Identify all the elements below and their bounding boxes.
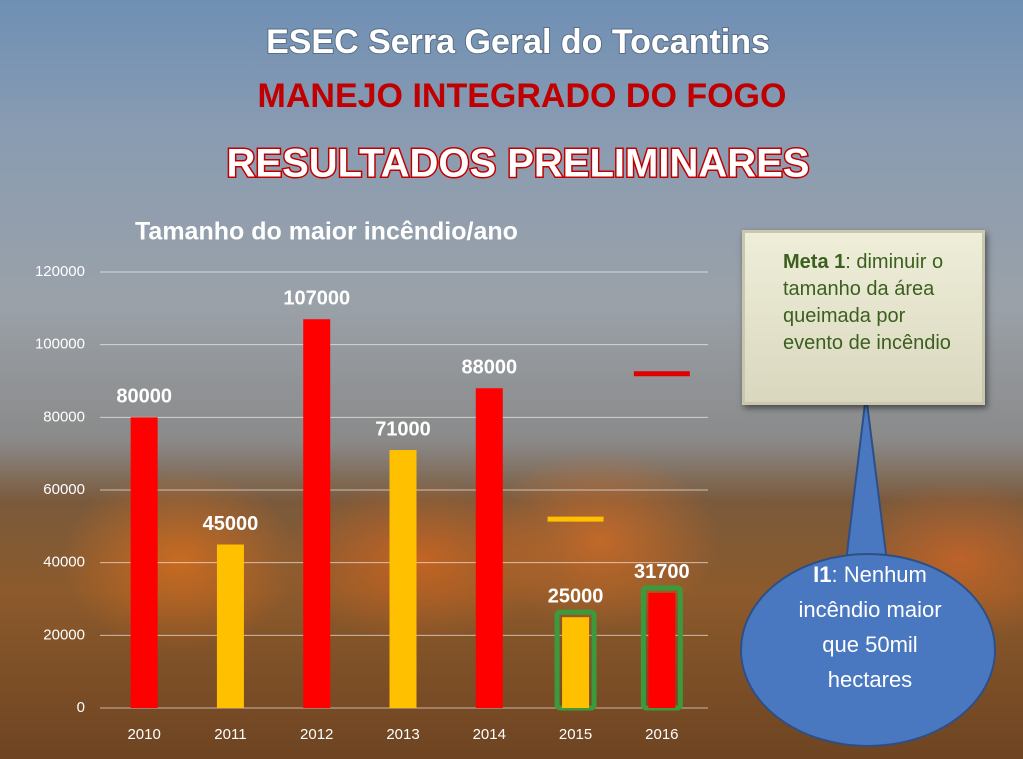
- y-tick-label: 60000: [43, 481, 85, 498]
- y-tick-label: 0: [77, 699, 85, 716]
- value-label: 25000: [548, 585, 604, 607]
- x-tick-label: 2016: [645, 726, 678, 743]
- x-tick-label: 2010: [127, 726, 160, 743]
- bar: [475, 388, 503, 708]
- bar: [648, 592, 676, 708]
- value-label: 88000: [461, 357, 517, 379]
- value-label: 45000: [203, 513, 259, 535]
- chart-title: Tamanho do maior incêndio/ano: [135, 218, 518, 246]
- bubble-tail: [843, 394, 890, 571]
- value-label: 31700: [634, 561, 690, 583]
- x-tick-label: 2012: [300, 726, 333, 743]
- meta-text: : diminuir o tamanho da área queimada po…: [783, 251, 951, 354]
- y-tick-label: 20000: [43, 626, 85, 643]
- y-tick-label: 100000: [35, 336, 85, 353]
- title: ESEC Serra Geral do Tocantins: [266, 23, 770, 61]
- y-tick-label: 120000: [35, 263, 85, 280]
- x-tick-label: 2013: [386, 726, 419, 743]
- bubble: [740, 553, 996, 747]
- x-tick-label: 2014: [473, 726, 506, 743]
- bar: [216, 544, 244, 708]
- bar: [389, 450, 417, 708]
- heading: RESULTADOS PRELIMINARES: [227, 142, 810, 186]
- meta-label: Meta 1: [783, 251, 846, 273]
- meta-callout: Meta 1: diminuir o tamanho da área queim…: [742, 230, 985, 405]
- indicator-text: : Nenhum incêndio maior que 50mil hectar…: [798, 562, 942, 692]
- y-tick-label: 80000: [43, 408, 85, 425]
- y-tick-label: 40000: [43, 554, 85, 571]
- value-label: 71000: [375, 418, 431, 440]
- indicator-label: I1: [813, 562, 832, 587]
- indicator-callout: I1: Nenhum incêndio maior que 50mil hect…: [790, 557, 950, 697]
- value-label: 80000: [116, 386, 172, 408]
- value-label: 107000: [283, 288, 350, 310]
- bar: [303, 319, 331, 708]
- bubble-join: [846, 560, 886, 574]
- x-tick-label: 2015: [559, 726, 592, 743]
- bar: [562, 617, 590, 708]
- bar: [130, 417, 158, 708]
- subtitle: MANEJO INTEGRADO DO FOGO: [258, 77, 787, 115]
- x-tick-label: 2011: [214, 726, 246, 743]
